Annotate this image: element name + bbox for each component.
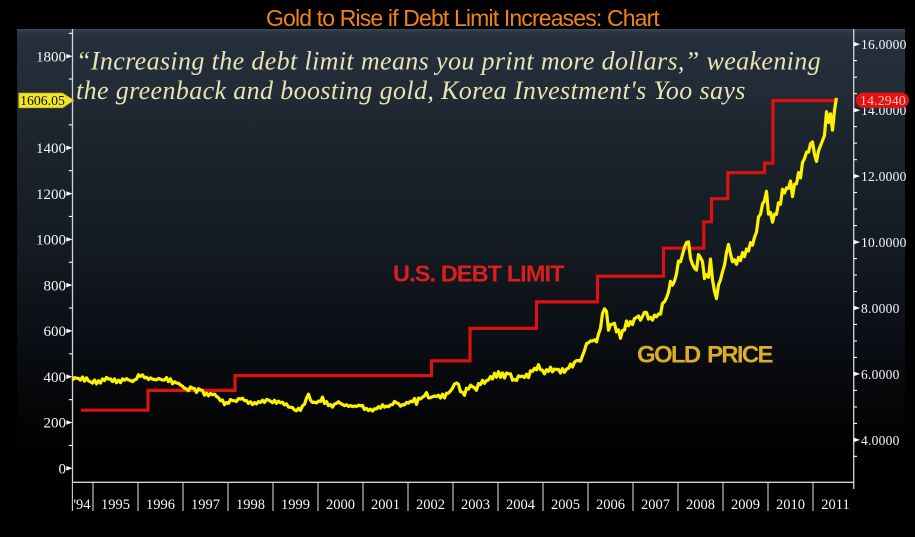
svg-text:2009: 2009 [731,497,760,513]
svg-text:2001: 2001 [371,497,400,513]
svg-text:1606.05: 1606.05 [20,93,65,108]
svg-text:1000: 1000 [36,233,66,249]
svg-text:6.0000: 6.0000 [861,367,900,382]
svg-text:the greenback and boosting gol: the greenback and boosting gold, Korea I… [76,76,746,105]
svg-text:1995: 1995 [101,497,130,513]
svg-text:GOLD PRICE: GOLD PRICE [637,342,774,369]
svg-text:2000: 2000 [326,497,355,513]
svg-text:1400: 1400 [36,141,66,157]
svg-text:400: 400 [44,370,67,386]
svg-text:200: 200 [44,416,67,432]
svg-text:12.0000: 12.0000 [861,169,907,184]
svg-text:2007: 2007 [641,497,670,513]
svg-text:8.0000: 8.0000 [861,301,900,316]
svg-text:1998: 1998 [236,497,265,513]
svg-text:1999: 1999 [281,497,310,513]
svg-text:4.0000: 4.0000 [861,433,900,448]
svg-text:2002: 2002 [416,497,445,513]
svg-text:0: 0 [59,462,67,478]
svg-text:2003: 2003 [461,497,490,513]
svg-text:1996: 1996 [146,497,175,513]
svg-text:1997: 1997 [191,497,220,513]
svg-text:600: 600 [44,324,67,340]
svg-text:14.2940: 14.2940 [860,93,906,108]
svg-text:800: 800 [44,278,67,294]
svg-text:2006: 2006 [596,497,625,513]
svg-text:2011: 2011 [821,497,849,513]
svg-text:1200: 1200 [36,187,66,203]
svg-text:2008: 2008 [686,497,715,513]
svg-text:“Increasing the debt limit mea: “Increasing the debt limit means you pri… [76,46,821,75]
svg-text:16.0000: 16.0000 [861,37,907,52]
svg-text:2010: 2010 [776,497,805,513]
svg-text:2004: 2004 [506,497,536,513]
svg-text:1800: 1800 [36,49,66,65]
svg-text:2005: 2005 [551,497,580,513]
svg-text:10.0000: 10.0000 [861,235,907,250]
svg-text:U.S. DEBT LIMIT: U.S. DEBT LIMIT [393,261,565,287]
svg-text:'94: '94 [73,497,91,513]
